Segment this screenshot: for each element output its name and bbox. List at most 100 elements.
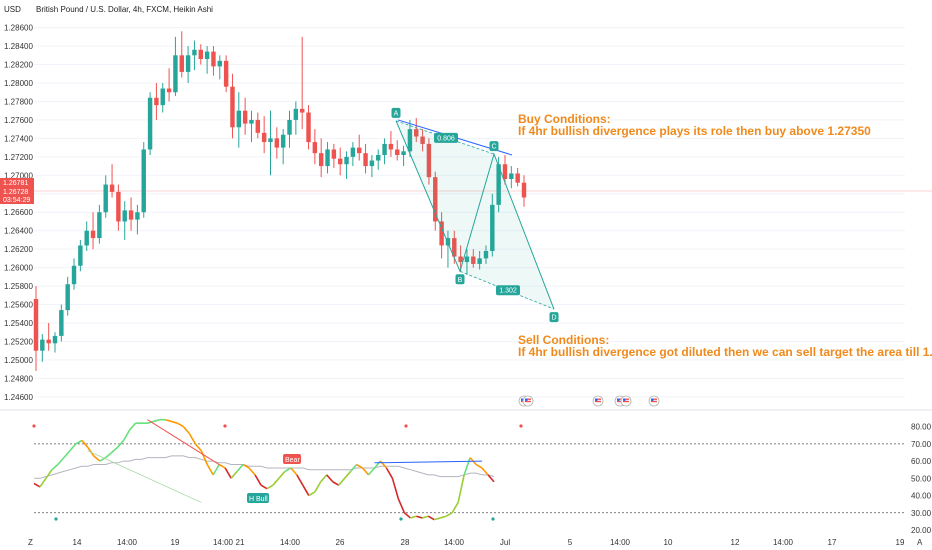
time-tick: 14: [73, 538, 82, 547]
price-tick: 1.24800: [4, 374, 33, 383]
time-tick: 26: [336, 538, 345, 547]
candle-body: [414, 129, 419, 137]
price-tick: 1.26000: [4, 264, 33, 273]
candle-body: [325, 149, 330, 167]
candle-body: [458, 256, 463, 263]
flag-canton: [617, 398, 620, 401]
flag-stripe: [525, 400, 531, 403]
candle-body: [331, 149, 337, 159]
price-tick: 1.25200: [4, 337, 33, 346]
candle-body: [439, 221, 444, 246]
osc-segment: [403, 512, 411, 519]
chart-title: British Pound / U.S. Dollar, 4h, FXCM, H…: [36, 5, 213, 14]
event-flags: [518, 395, 660, 407]
time-tick: 14:00: [117, 538, 138, 547]
axis-corner-left[interactable]: Z: [28, 538, 33, 547]
osc-segment: [487, 474, 495, 483]
candle-body: [464, 256, 470, 263]
candle-body: [122, 210, 127, 222]
osc-tick: 20.00: [911, 526, 932, 535]
candle-body: [407, 129, 413, 152]
osc-segment: [45, 469, 53, 479]
osc-segment: [254, 474, 262, 486]
osc-segment: [427, 515, 435, 521]
candle-body: [217, 60, 223, 67]
price-tick: 1.27600: [4, 116, 33, 125]
candle-body: [173, 55, 178, 93]
osc-segment: [410, 515, 417, 519]
osc-segment: [122, 429, 131, 441]
candle-body: [502, 164, 508, 179]
candle-body: [299, 108, 305, 113]
time-tick: 14:00: [610, 538, 631, 547]
candle-body: [84, 230, 89, 246]
price-tick: 1.26600: [4, 208, 33, 217]
osc-segment: [272, 477, 280, 486]
candle-body: [46, 339, 51, 344]
candle-body: [166, 88, 172, 93]
candle-body: [59, 310, 64, 336]
signal-dot: [519, 424, 523, 428]
osc-segment: [260, 484, 268, 490]
flag-stripe: [623, 398, 629, 400]
signal-dot: [223, 424, 227, 428]
candle-body: [395, 149, 400, 155]
osc-segment: [314, 481, 322, 493]
osc-segment: [338, 477, 346, 486]
time-tick: 14:00: [213, 538, 234, 547]
price-tick: 1.25800: [4, 282, 33, 291]
osc-segment: [326, 474, 334, 483]
price-tick: 1.28200: [4, 61, 33, 70]
candle-body: [483, 251, 489, 259]
candle-body: [287, 119, 292, 135]
osc-segment: [165, 418, 172, 423]
osc-segment: [171, 420, 178, 424]
price-tick: 1.25400: [4, 319, 33, 328]
pattern-point-label: D: [551, 315, 556, 322]
osc-bear-divergence: [147, 419, 220, 465]
candle-body: [154, 97, 159, 106]
candle-body: [65, 284, 70, 311]
sell-conditions-heading: Sell Conditions:: [518, 333, 609, 347]
osc-segment: [63, 450, 71, 459]
time-tick: 28: [401, 538, 410, 547]
flag-canton: [623, 398, 626, 401]
price-tick: 1.27400: [4, 134, 33, 143]
candle-body: [97, 212, 102, 239]
osc-segment: [308, 491, 316, 497]
osc-segment: [242, 463, 250, 469]
candle-body: [160, 88, 165, 106]
oscillator-pane: [32, 418, 523, 521]
osc-segment: [51, 463, 59, 471]
osc-segment: [302, 484, 310, 496]
candle-body: [376, 155, 381, 161]
flag-stripe: [617, 398, 623, 400]
pattern-point-badge: [489, 141, 499, 152]
flag-canton: [521, 398, 524, 401]
candle-body: [147, 97, 153, 150]
osc-segment: [379, 460, 388, 469]
candle-body: [179, 55, 184, 72]
osc-segment: [463, 457, 471, 476]
osc-tick: 30.00: [911, 509, 932, 518]
osc-segment: [153, 418, 160, 423]
axis-corner-right[interactable]: A: [917, 538, 923, 547]
osc-segment: [206, 464, 214, 476]
osc-segment: [81, 439, 89, 448]
candle-body: [344, 156, 349, 165]
candle-body: [452, 238, 457, 257]
osc-segment: [385, 467, 394, 479]
buy-conditions-text: If 4hr bullish divergence plays its role…: [518, 124, 871, 138]
candle-body: [293, 108, 299, 120]
candle-body: [471, 256, 476, 264]
candle-body: [433, 177, 438, 222]
candle-body: [261, 132, 267, 143]
candle-body: [255, 119, 261, 133]
osc-segment: [296, 474, 304, 486]
candle-body: [40, 339, 45, 351]
osc-segment: [367, 467, 376, 476]
candle-body: [223, 60, 229, 87]
osc-segment: [147, 420, 154, 424]
candle-body: [350, 147, 356, 157]
candle-body: [496, 164, 501, 205]
